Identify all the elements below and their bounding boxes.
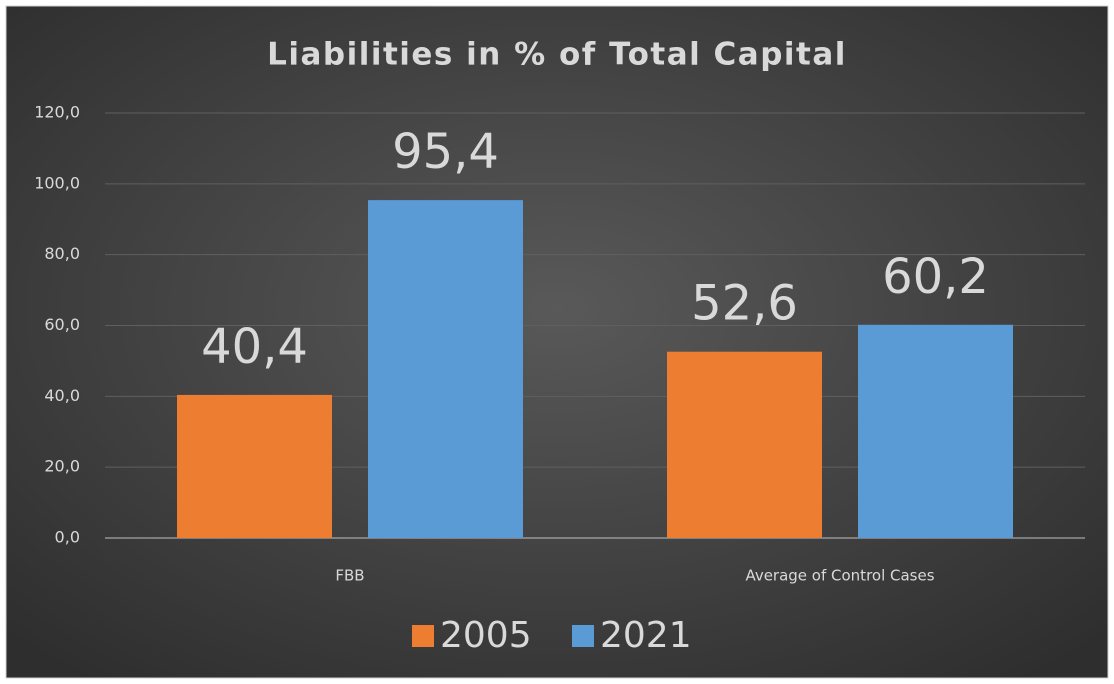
bar xyxy=(858,324,1013,538)
bar xyxy=(667,351,822,538)
y-tick-label: 100,0 xyxy=(34,173,80,192)
legend-label: 2005 xyxy=(440,615,532,656)
y-tick-label: 80,0 xyxy=(44,244,80,263)
legend-label: 2021 xyxy=(600,615,692,656)
y-tick-label: 60,0 xyxy=(44,315,80,334)
y-tick-label: 120,0 xyxy=(34,103,80,122)
legend-swatch xyxy=(572,625,594,647)
legend-swatch xyxy=(412,625,434,647)
x-tick-label: FBB xyxy=(335,567,364,585)
bar xyxy=(368,200,523,538)
x-tick-label: Average of Control Cases xyxy=(745,567,934,585)
value-label: 40,4 xyxy=(201,319,308,375)
y-tick-label: 20,0 xyxy=(44,457,80,476)
value-label: 95,4 xyxy=(392,124,499,180)
y-tick-label: 0,0 xyxy=(55,528,80,547)
chart-title: Liabilities in % of Total Capital xyxy=(267,37,847,73)
value-label: 60,2 xyxy=(882,249,989,305)
y-tick-label: 40,0 xyxy=(44,386,80,405)
value-label: 52,6 xyxy=(691,276,798,332)
bar xyxy=(177,394,332,538)
